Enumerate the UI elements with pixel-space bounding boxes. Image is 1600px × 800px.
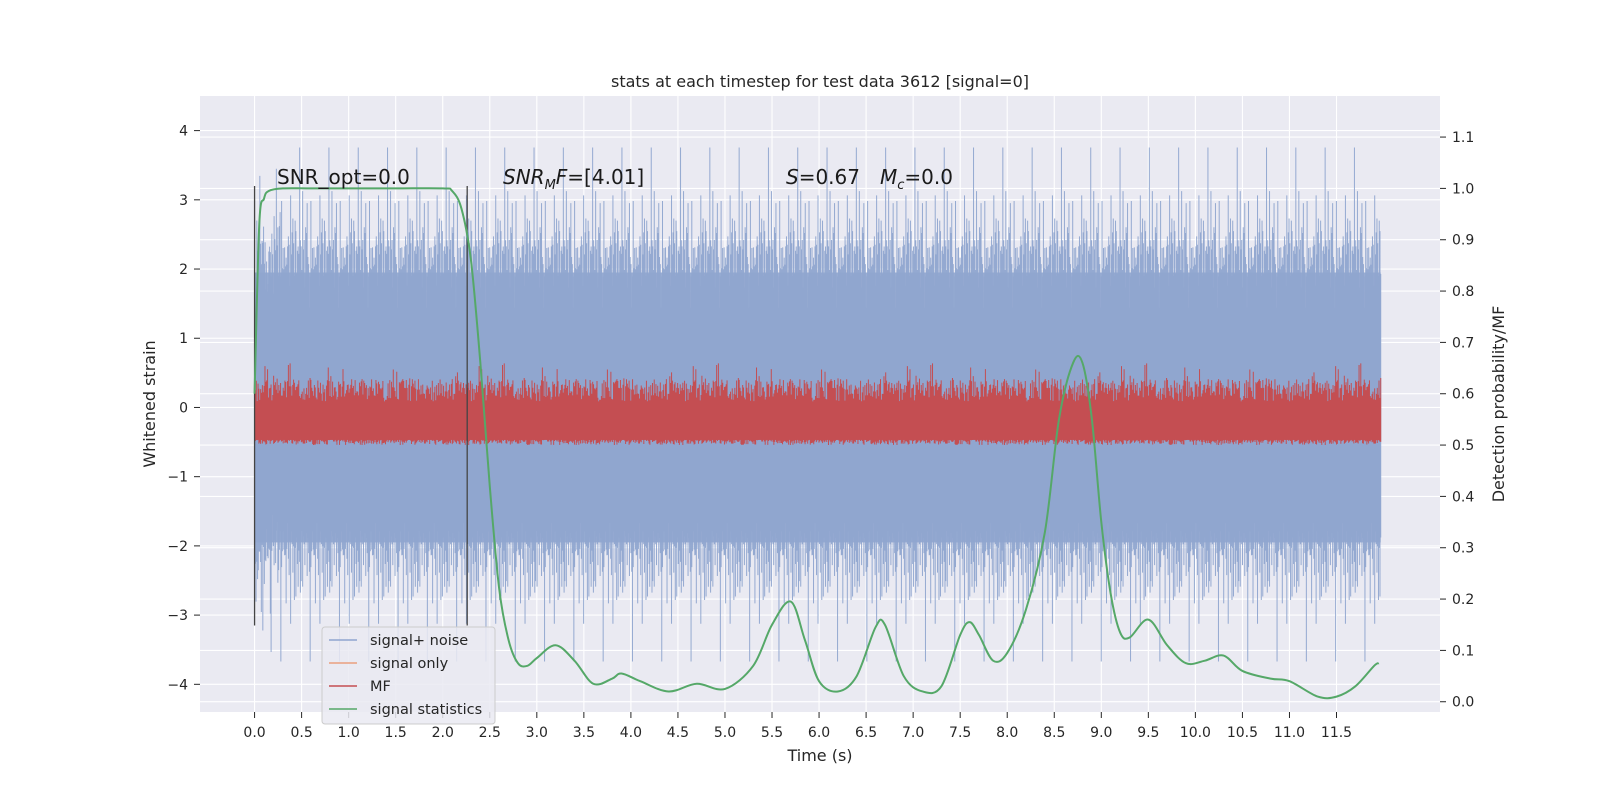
y2-tick-label: 0.5 [1452,438,1474,454]
annotation-mc-value: =0.0 [904,165,953,189]
annotation-snr-opt: SNR_opt=0.0 [277,165,410,189]
y-tick-label: −3 [167,608,188,624]
legend-label-signal-statistics: signal statistics [370,702,482,718]
x-tick-label: 8.5 [1043,725,1065,741]
y-tick-label: −4 [167,677,188,693]
x-tick-label: 3.5 [573,725,595,741]
x-tick-label: 11.0 [1274,725,1305,741]
chart-title: stats at each timestep for test data 361… [611,72,1029,91]
annotation-s-value: =0.67 [799,165,860,189]
x-tick-label: 9.0 [1090,725,1112,741]
annotation-snr-mf-value: =[4.01] [567,165,644,189]
x-tick-label: 0.0 [243,725,265,741]
x-tick-label: 8.0 [996,725,1018,741]
legend-label-signal-noise: signal+ noise [370,633,468,649]
x-tick-label: 1.0 [338,725,360,741]
y2-tick-label: 1.1 [1452,130,1474,146]
y-tick-label: −2 [167,539,188,555]
x-tick-label: 5.0 [714,725,736,741]
signal-statistics-line [253,187,1380,700]
y2-tick-label: 0.0 [1452,695,1474,711]
x-tick-label: 2.0 [432,725,454,741]
y-tick-label: 1 [179,331,188,347]
annotation-snr-mf: SNRMF=[4.01] [503,165,644,193]
y-axis-right: 1.1 1.0 0.9 0.8 0.7 0.6 0.5 0.4 0.3 0.2 0.1 0.0 [1440,130,1474,711]
y-tick-label: 2 [179,262,188,278]
y-tick-label: −1 [167,470,188,486]
y-tick-label: 0 [179,400,188,416]
signal-statistics-series [253,187,1380,700]
x-tick-label: 2.5 [479,725,501,741]
x-axis-label: Time (s) [786,746,852,765]
x-tick-label: 9.5 [1137,725,1159,741]
x-tick-label: 7.0 [902,725,924,741]
y2-tick-label: 0.4 [1452,489,1474,505]
legend: signal+ noise signal only MF signal stat… [321,626,496,725]
x-tick-label: 6.0 [808,725,830,741]
y2-tick-label: 0.2 [1452,592,1474,608]
legend-label-mf: MF [370,679,391,695]
y-tick-label: 4 [179,124,188,140]
x-tick-label: 6.5 [855,725,877,741]
x-tick-label: 4.5 [667,725,689,741]
x-tick-label: 7.5 [949,725,971,741]
vertical-lines [253,185,468,626]
x-tick-label: 1.5 [385,725,407,741]
x-tick-label: 4.0 [620,725,642,741]
x-axis: 0.0 0.5 1.0 1.5 2.0 2.5 3.0 3.5 4.0 4.5 5.0 5.5 6.0 6… [243,712,1352,741]
y2-axis-label: Detection probability/MF [1489,306,1508,503]
legend-label-signal-only: signal only [370,656,449,672]
legend-box [321,626,496,725]
annotation-mc: Mc=0.0 [880,165,953,193]
x-tick-label: 10.0 [1180,725,1211,741]
x-tick-label: 0.5 [290,725,312,741]
y-axis-left: 4 3 2 1 0 −1 −2 −3 −4 [167,124,200,693]
y2-tick-label: 0.1 [1452,643,1474,659]
y2-tick-label: 0.3 [1452,541,1474,557]
y-axis-label: Whitened strain [140,340,159,467]
x-tick-label: 3.0 [526,725,548,741]
y2-tick-label: 0.6 [1452,387,1474,403]
y2-tick-label: 0.9 [1452,233,1474,249]
annotation-s: S=0.67 [786,165,860,189]
x-tick-label: 11.5 [1321,725,1352,741]
y2-tick-label: 0.8 [1452,284,1474,300]
x-tick-label: 5.5 [761,725,783,741]
x-tick-label: 10.5 [1227,725,1258,741]
y2-tick-label: 0.7 [1452,335,1474,351]
y-tick-label: 3 [179,193,188,209]
y2-tick-label: 1.0 [1452,181,1474,197]
